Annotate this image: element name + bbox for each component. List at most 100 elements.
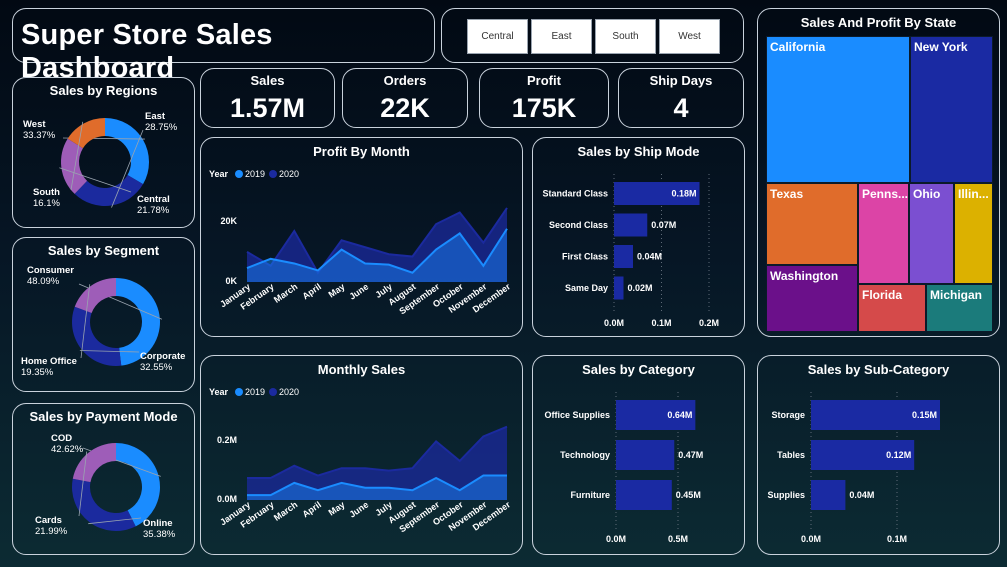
x-tick-label: 0.0M (606, 534, 626, 544)
leader-line (80, 284, 91, 359)
title-panel: Super Store Sales Dashboard (12, 8, 435, 84)
treemap-tile-pennsylvania[interactable]: Penns... (858, 183, 909, 284)
kpi-orders-label: Orders (383, 73, 427, 88)
donut-pct-corporate: 32.55% (140, 362, 173, 373)
x-tick-label: 0.2M (699, 318, 719, 328)
donut-slice-home-office (74, 278, 116, 313)
treemap-tile-california[interactable]: California (766, 36, 910, 183)
donut-label-central: Central (137, 194, 170, 205)
donut-pct-home-office: 19.35% (21, 367, 54, 378)
category-label-second-class: Second Class (549, 220, 608, 230)
y-tick-label: 0.2M (217, 435, 237, 445)
slicer-central-button[interactable]: Central (467, 19, 528, 54)
kpi-profit-label: Profit (527, 73, 561, 88)
leader-line (79, 350, 140, 353)
bar-supplies (811, 480, 846, 510)
donut-pct-central: 21.78% (137, 205, 170, 216)
kpi-ship-days-label: Ship Days (649, 73, 713, 88)
category-bar-chart[interactable]: 0.0M 0.5M Office Supplies 0.64M Technology 0.… (533, 380, 744, 555)
donut-label-west: West (23, 119, 46, 130)
slicer-south-button[interactable]: South (595, 19, 656, 54)
leader-line (88, 517, 142, 525)
treemap-tile-florida[interactable]: Florida (858, 284, 926, 332)
bar-storage (811, 400, 940, 430)
y-tick-label: 0.0M (217, 494, 237, 504)
treemap-tile-washington[interactable]: Washington (766, 265, 858, 332)
donut-slice-corporate (72, 306, 122, 366)
state-treemap[interactable]: California New York Texas Penns... Ohio Illin… (766, 36, 993, 332)
category-label-supplies: Supplies (767, 490, 805, 500)
bar-first-class (614, 245, 633, 268)
y-tick-label: 20K (220, 216, 237, 226)
dashboard-title: Super Store Sales Dashboard (21, 19, 273, 84)
kpi-sales-value: 1.57M (229, 93, 306, 123)
x-tick-label-june: June (347, 499, 370, 519)
category-card: Sales by Category 0.0M 0.5M Office Supplie… (532, 355, 745, 555)
kpi-sales-card: Sales 1.57M (200, 68, 335, 128)
monthly-sales-chart[interactable]: Year 2019 20200.2M0.0MJanuaryFebruaryMarch… (201, 382, 522, 552)
subcategory-card: Sales by Sub-Category 0.0M 0.1M Storage 0.1… (757, 355, 1000, 555)
value-label: 0.64M (667, 410, 692, 420)
state-card: Sales And Profit By State California New … (757, 8, 1000, 337)
treemap-tile-ohio[interactable]: Ohio (909, 183, 954, 284)
segment-title: Sales by Segment (47, 243, 160, 258)
donut-slice-central (60, 138, 88, 194)
category-label-first-class: First Class (562, 252, 608, 262)
bar-technology (616, 440, 675, 470)
donut-slice-cards (72, 443, 116, 483)
ship-mode-bar-chart[interactable]: 0.0M 0.1M 0.2M Standard Class 0.18M Second Cl… (533, 162, 744, 337)
legend-2020-marker (269, 388, 277, 396)
ship-mode-card: Sales by Ship Mode 0.0M 0.1M 0.2M Standard … (532, 137, 745, 337)
legend-2019-label: 2019 (245, 387, 265, 397)
region-slicer: Central East South West (441, 8, 744, 63)
category-label-furniture: Furniture (571, 490, 611, 500)
x-tick-label: 0.1M (887, 534, 907, 544)
subcategory-bar-chart[interactable]: 0.0M 0.1M Storage 0.15M Tables 0.12M Supplies 0… (758, 380, 999, 555)
donut-label-online: Online (143, 518, 173, 529)
category-label-storage: Storage (771, 410, 805, 420)
slicer-east-button[interactable]: East (531, 19, 592, 54)
donut-label-home-office: Home Office (21, 356, 77, 367)
series-2020-line (246, 207, 508, 275)
x-tick-label: 0.0M (604, 318, 624, 328)
profit-by-month-title: Profit By Month (313, 144, 410, 159)
regions-card: Sales by Regions West 33.37% East 28.75% Cen… (12, 77, 195, 228)
legend-title: Year (209, 387, 229, 397)
value-label: 0.45M (676, 490, 701, 500)
donut-label-corporate: Corporate (140, 351, 185, 362)
legend-2019-marker (235, 170, 243, 178)
legend-2020-label: 2020 (279, 387, 299, 397)
treemap-tile-michigan[interactable]: Michigan (926, 284, 993, 332)
x-tick-label-march: March (272, 499, 299, 522)
value-label: 0.04M (637, 252, 662, 262)
bar-office-supplies (616, 400, 696, 430)
legend-2020-label: 2020 (279, 169, 299, 179)
kpi-profit-card: Profit 175K (479, 68, 609, 128)
treemap-tile-new-york[interactable]: New York (910, 36, 993, 183)
donut-slice-east (74, 175, 144, 207)
treemap-tile-texas[interactable]: Texas (766, 183, 858, 265)
x-tick-label-may: May (327, 499, 347, 517)
bar-tables (811, 440, 915, 470)
series-2019-line (246, 228, 508, 274)
donut-label-south: South (33, 187, 60, 198)
slicer-west-button[interactable]: West (659, 19, 720, 54)
category-label-standard-class: Standard Class (542, 189, 608, 199)
donut-slice-cod (116, 443, 160, 527)
treemap-tile-illinois[interactable]: Illin... (954, 183, 993, 284)
donut-pct-cod: 42.62% (51, 444, 84, 455)
donut-label-cod: COD (51, 433, 72, 444)
category-label-tables: Tables (777, 450, 805, 460)
leader-line (70, 121, 84, 191)
monthly-sales-card: Monthly Sales Year 2019 2020 0.2M 0.0M Januar… (200, 355, 523, 555)
donut-pct-online: 35.38% (143, 529, 176, 540)
state-title: Sales And Profit By State (800, 15, 957, 30)
payment-card: Sales by Payment Mode COD 42.62% Online 35.… (12, 403, 195, 555)
x-tick-label-june: June (347, 281, 370, 301)
leader-line (111, 129, 144, 208)
value-label: 0.18M (671, 189, 696, 199)
